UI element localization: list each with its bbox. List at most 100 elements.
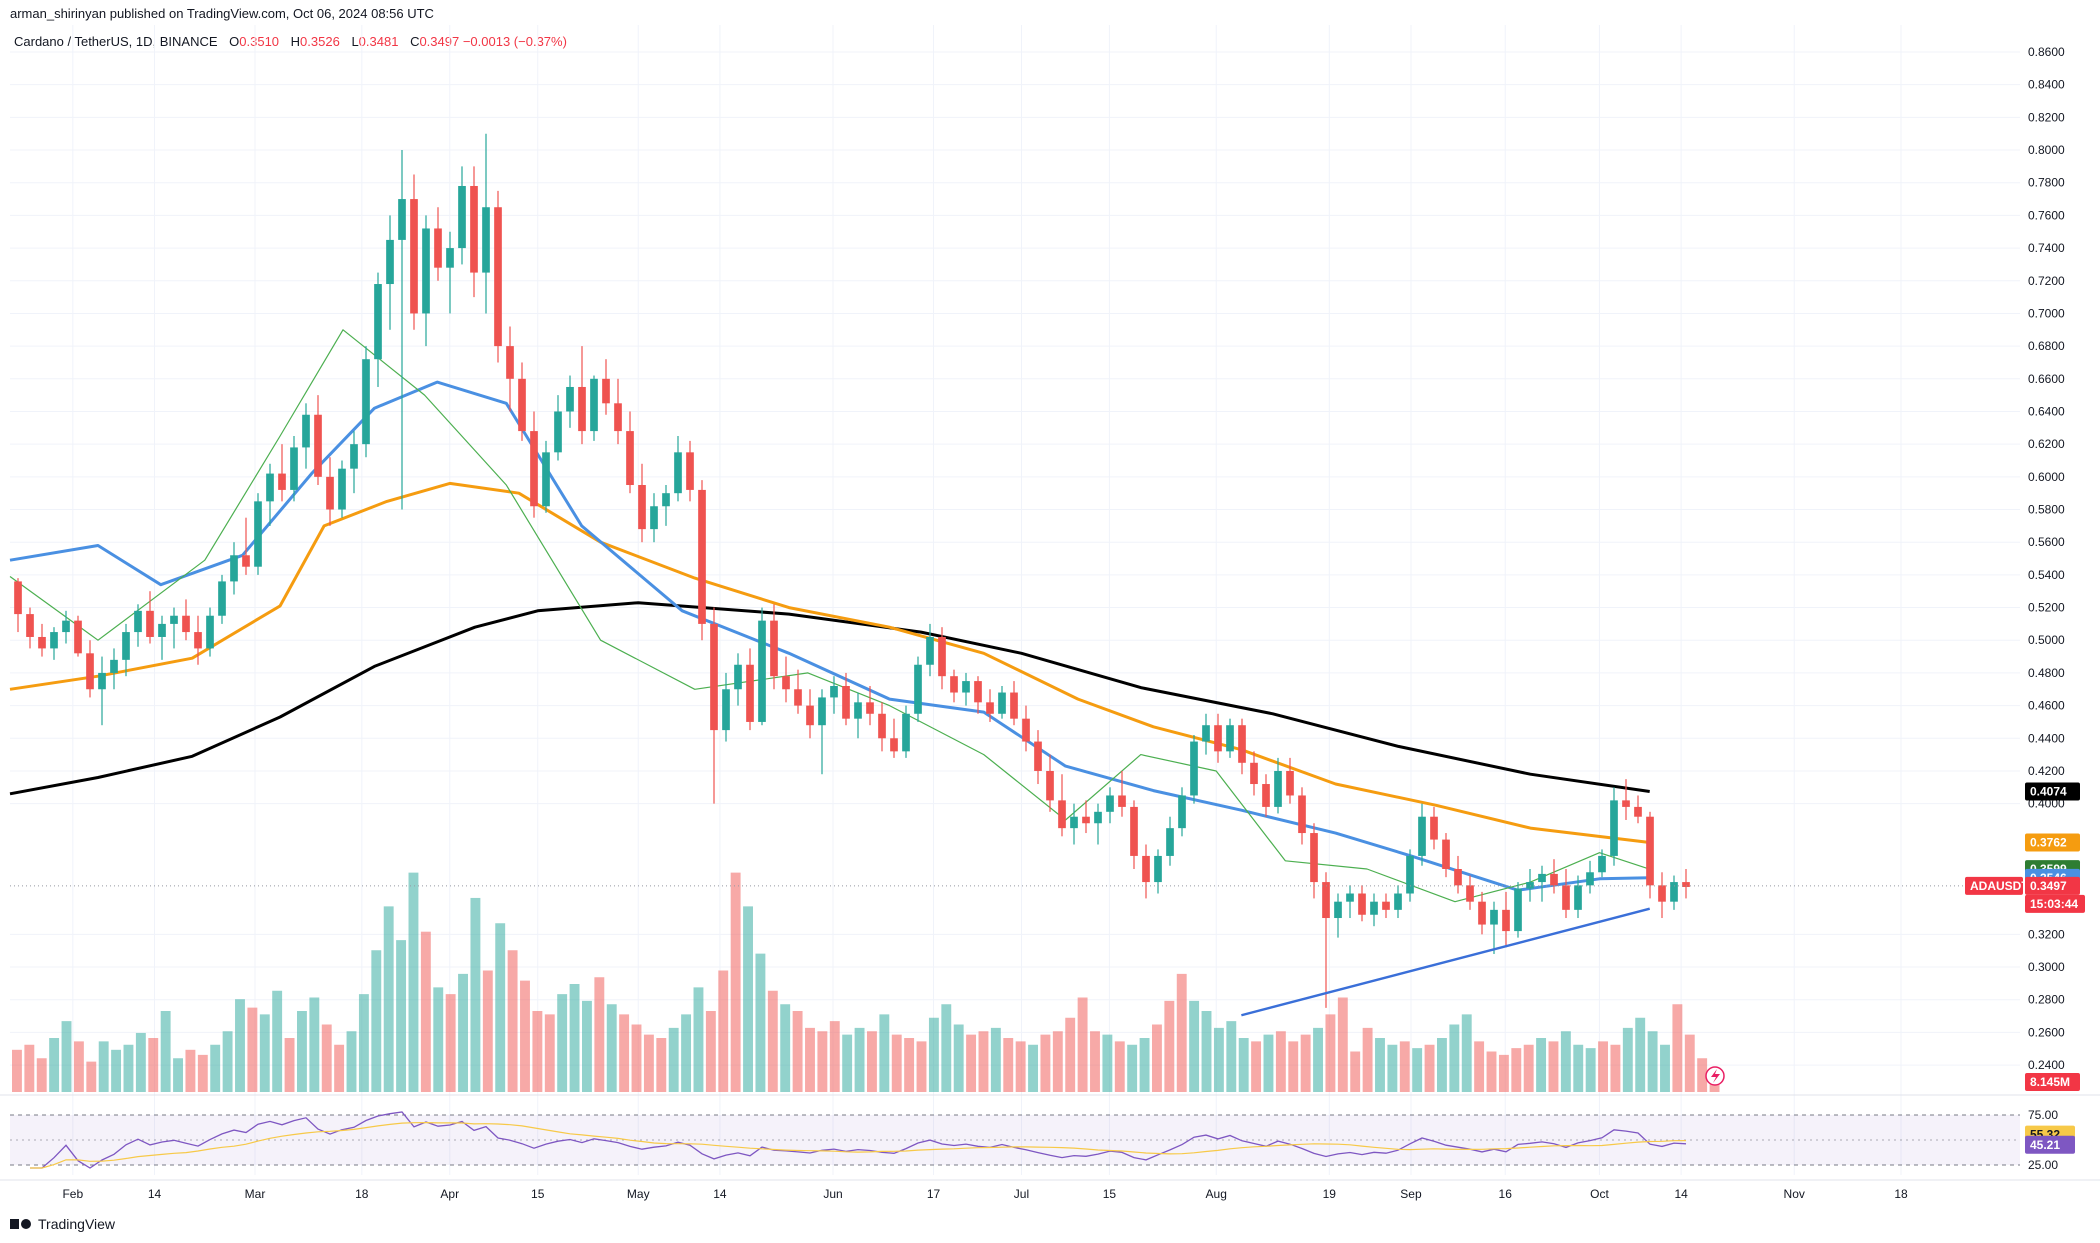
candle-body (242, 555, 250, 567)
price-axis-tick: 0.7200 (2028, 274, 2065, 288)
candle-body (1274, 770, 1282, 807)
volume-bar (148, 1038, 159, 1092)
candle-body (1286, 770, 1294, 796)
price-axis-tick: 0.7800 (2028, 176, 2065, 190)
candle-body (254, 501, 262, 567)
candle-body (74, 620, 82, 654)
candle (446, 231, 454, 314)
candle-body (1658, 885, 1666, 902)
candle (770, 604, 778, 690)
candle-body (674, 452, 682, 494)
candle (782, 656, 790, 703)
candle-body (1430, 816, 1438, 840)
volume-bars (12, 872, 1720, 1092)
candle (1478, 891, 1486, 935)
volume-bar (879, 1014, 890, 1092)
candle-body (734, 664, 742, 690)
candle-body (626, 431, 634, 486)
candle (458, 166, 466, 265)
price-axis-tick: 0.6200 (2028, 437, 2065, 451)
candle-body (926, 636, 934, 665)
volume-bar (1622, 1027, 1633, 1092)
volume-bar (1152, 1024, 1162, 1092)
time-axis-tick: Mar (245, 1187, 266, 1201)
price-axis-tick: 0.2600 (2028, 1025, 2065, 1039)
volume-bar (1684, 1034, 1695, 1092)
candle (998, 685, 1006, 719)
volume-bar (718, 970, 729, 1092)
candle (722, 672, 730, 742)
candle-body (566, 386, 574, 412)
volume-bar (966, 1034, 977, 1092)
candle-body (1298, 795, 1306, 834)
price-axis-tick: 0.2800 (2028, 993, 2065, 1007)
volume-bar (123, 1044, 134, 1092)
candle-body (422, 228, 430, 314)
candle (734, 653, 742, 706)
time-axis-tick: 14 (148, 1187, 162, 1201)
candle-body (26, 614, 34, 637)
volume-bar (829, 1021, 840, 1092)
candle (1394, 885, 1402, 919)
candle (590, 375, 598, 441)
candle-body (1178, 795, 1186, 829)
candle-body (182, 615, 190, 633)
candle (914, 656, 922, 722)
price-axis-tick: 0.8400 (2028, 78, 2065, 92)
open-value: 0.3510 (239, 34, 280, 49)
volume-bar (693, 987, 704, 1092)
candle-body (38, 636, 46, 649)
candle (1142, 844, 1150, 899)
candle (1442, 833, 1450, 878)
candle (194, 615, 202, 665)
candle (1634, 795, 1642, 824)
price-axis-tick: 0.4600 (2028, 699, 2065, 713)
candle-body (1190, 741, 1198, 796)
candles (14, 133, 1690, 1008)
candle (182, 599, 190, 641)
time-axis-tick: Feb (62, 1187, 83, 1201)
ma-20-line (9, 329, 1650, 903)
volume-bar (1251, 1041, 1262, 1092)
time-axis-tick: Oct (1590, 1187, 1609, 1201)
candle-body (998, 692, 1006, 714)
volume-bar (408, 872, 419, 1092)
volume-bar (990, 1027, 1001, 1092)
volume-bar (1449, 1024, 1460, 1092)
candle (122, 623, 130, 677)
volume-bar (1610, 1044, 1621, 1092)
candle-body (1250, 762, 1258, 785)
candle-body (1022, 718, 1030, 742)
candle (1550, 859, 1558, 894)
candle-body (398, 199, 406, 240)
candle-body (470, 185, 478, 273)
candle (638, 463, 646, 543)
candle (1046, 754, 1054, 812)
volume-bar (1536, 1038, 1547, 1092)
tradingview-brand[interactable]: TradingView (10, 1216, 115, 1232)
volume-bar (1337, 997, 1348, 1092)
ma-200-badge: 0.4074 (2025, 782, 2080, 801)
candle-body (146, 610, 154, 637)
price-axis-tick: 0.4400 (2028, 731, 2065, 745)
symbol-name[interactable]: Cardano / TetherUS, 1D, BINANCE (14, 34, 218, 49)
time-axis-tick: 15 (1103, 1187, 1117, 1201)
volume-bar (1313, 1027, 1323, 1092)
candle-body (914, 664, 922, 714)
candle (1574, 875, 1582, 919)
time-axis-tick: 16 (1499, 1187, 1513, 1201)
volume-bar (334, 1044, 345, 1092)
candle (926, 623, 934, 677)
current-price-badge-text: 0.3497 (2030, 879, 2067, 893)
candle (842, 672, 850, 726)
candle (542, 440, 550, 513)
time-axis-tick: 19 (1323, 1187, 1337, 1201)
volume-bar (854, 1027, 865, 1092)
candle (1598, 849, 1606, 878)
candle-body (950, 676, 958, 693)
candle (1430, 806, 1438, 850)
candle-body (1586, 872, 1594, 886)
volume-bar (160, 1011, 171, 1092)
candle (1310, 823, 1318, 899)
